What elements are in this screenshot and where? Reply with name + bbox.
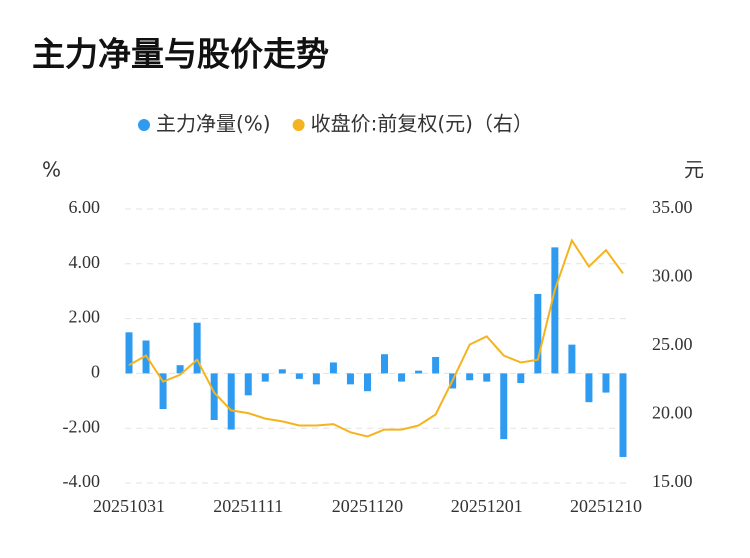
legend-marker xyxy=(292,119,305,131)
y-tick-label: 2.00 xyxy=(69,307,101,327)
bar xyxy=(210,373,218,420)
bar xyxy=(193,322,201,374)
y2-tick-label: 25.00 xyxy=(652,334,693,354)
y2-tick-label: 15.00 xyxy=(652,471,693,491)
y2-tick-label: 20.00 xyxy=(652,403,693,423)
y2-axis-label: 元 xyxy=(684,158,704,182)
bar xyxy=(176,365,184,374)
x-tick-label: 20251210 xyxy=(570,496,642,516)
bar xyxy=(159,373,167,410)
bar xyxy=(466,373,474,381)
legend-label: 收盘价:前复权(元)（右） xyxy=(311,112,533,136)
bar xyxy=(534,293,542,374)
y-tick-label: 0 xyxy=(91,362,100,382)
bar xyxy=(602,373,610,393)
bar xyxy=(261,373,269,382)
price-line xyxy=(128,238,624,438)
legend-marker xyxy=(138,119,150,131)
bar xyxy=(415,370,423,374)
bar xyxy=(432,356,440,374)
y2-tick-label: 30.00 xyxy=(652,266,693,286)
x-tick-label: 20251111 xyxy=(213,496,283,516)
bar xyxy=(619,373,627,457)
y2-tick-label: 35.00 xyxy=(652,197,693,217)
bar xyxy=(381,354,389,374)
bar xyxy=(398,373,406,382)
x-tick-label: 20251120 xyxy=(332,496,403,516)
bar xyxy=(295,373,303,379)
y-tick-label: 4.00 xyxy=(69,252,101,272)
bar xyxy=(125,332,133,374)
bar xyxy=(312,373,320,385)
bar xyxy=(568,344,576,374)
bar xyxy=(278,369,286,374)
bar xyxy=(329,362,337,374)
bar xyxy=(363,373,371,392)
y-axis-label: % xyxy=(42,158,61,182)
y-tick-label: 6.00 xyxy=(69,197,101,217)
x-tick-label: 20251031 xyxy=(93,496,165,516)
bar xyxy=(483,373,491,382)
bar xyxy=(346,373,354,385)
bar xyxy=(585,373,593,403)
bar xyxy=(500,373,508,440)
bar xyxy=(244,373,252,396)
bar xyxy=(517,373,525,383)
x-tick-label: 20251201 xyxy=(451,496,523,516)
y-tick-label: -2.00 xyxy=(63,416,101,436)
bar xyxy=(227,373,235,430)
chart-title: 主力净量与股价走势 xyxy=(32,35,329,74)
y-tick-label: -4.00 xyxy=(63,471,101,491)
bar xyxy=(551,247,559,374)
legend-label: 主力净量(%) xyxy=(156,112,271,136)
